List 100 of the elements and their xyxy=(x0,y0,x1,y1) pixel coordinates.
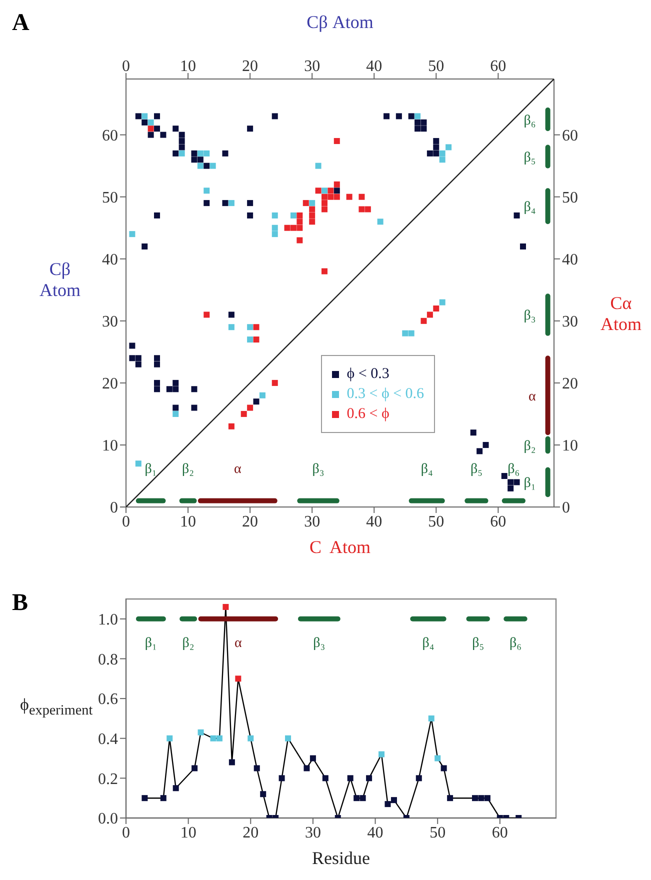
point xyxy=(160,795,166,802)
point xyxy=(321,206,328,212)
point xyxy=(420,318,427,324)
series-label: β₁ xyxy=(524,476,536,492)
point xyxy=(347,775,354,782)
series-label: β₅ xyxy=(472,636,484,651)
y-tick-label: 0.8 xyxy=(98,651,118,668)
point xyxy=(142,795,148,802)
point xyxy=(416,775,422,782)
y-tick-label: 30 xyxy=(102,314,118,331)
point xyxy=(285,735,292,742)
x2-tick-label: 60 xyxy=(490,513,506,530)
x-tick-label: 30 xyxy=(304,824,321,842)
point xyxy=(402,330,408,336)
x-tick-label: 40 xyxy=(367,824,384,842)
point xyxy=(296,212,303,218)
point xyxy=(148,126,154,132)
point xyxy=(428,715,434,722)
point xyxy=(290,212,296,218)
y-tick-label: 0 xyxy=(110,500,118,517)
point xyxy=(310,755,316,762)
point xyxy=(346,194,352,200)
point xyxy=(172,410,179,417)
point xyxy=(228,200,234,206)
point xyxy=(248,735,254,742)
series-label: β₄ xyxy=(420,462,433,477)
x-tick-label: 20 xyxy=(242,58,258,75)
x-tick-label: 10 xyxy=(180,58,196,75)
point xyxy=(315,162,322,169)
point xyxy=(484,795,490,802)
x-axis-title: Residue xyxy=(311,848,371,869)
point xyxy=(322,775,328,782)
point xyxy=(384,801,391,808)
point xyxy=(259,392,266,398)
point xyxy=(315,188,322,194)
legend-label: ϕ < 0.3 xyxy=(346,366,390,383)
series-label: β₆ xyxy=(508,462,520,477)
legend-label: 0.6 < ϕ xyxy=(346,406,390,423)
point xyxy=(309,218,316,225)
point xyxy=(204,312,210,318)
y-tick-label: 0.6 xyxy=(98,691,118,708)
point xyxy=(408,330,414,336)
series-label: β₂ xyxy=(182,636,194,651)
point xyxy=(309,200,316,206)
point xyxy=(321,188,328,194)
x-tick-label: 40 xyxy=(366,58,382,75)
y-tick-label: 1.0 xyxy=(98,612,118,629)
point xyxy=(321,268,328,274)
x2-axis-title: Cβ Atom xyxy=(306,12,374,33)
point xyxy=(148,119,154,126)
x-tick-label: 60 xyxy=(492,824,508,842)
point xyxy=(235,676,242,682)
point xyxy=(272,212,278,218)
y2-tick-label: 50 xyxy=(562,190,578,207)
point xyxy=(198,729,204,736)
point xyxy=(253,336,260,343)
point xyxy=(172,785,179,792)
point xyxy=(414,113,421,120)
series-label: β₁ xyxy=(144,462,157,477)
point xyxy=(278,775,285,782)
point xyxy=(192,765,198,772)
point xyxy=(358,194,365,200)
x-tick-label: 10 xyxy=(180,824,196,842)
point xyxy=(197,150,204,156)
series-label: β₆ xyxy=(524,113,536,128)
point xyxy=(390,797,397,804)
series-label: β₂ xyxy=(182,462,194,477)
point xyxy=(302,200,309,206)
x-tick-label: 50 xyxy=(428,58,444,75)
point xyxy=(204,188,210,194)
point xyxy=(166,735,173,742)
point xyxy=(321,194,328,200)
series-label: β₃ xyxy=(524,308,536,324)
point xyxy=(439,150,446,156)
y-tick-label: 0.0 xyxy=(98,810,118,828)
point xyxy=(366,775,372,782)
series-label: β₃ xyxy=(313,636,326,651)
point xyxy=(321,200,328,206)
x-tick-label: 0 xyxy=(122,824,130,842)
x-tick-label: 50 xyxy=(430,824,446,842)
point xyxy=(328,194,334,200)
point xyxy=(309,212,316,218)
point xyxy=(360,795,366,802)
point xyxy=(478,795,484,802)
point xyxy=(240,410,247,417)
series-label: α xyxy=(234,636,242,651)
point xyxy=(228,324,234,330)
y2-tick-label: 20 xyxy=(562,376,578,393)
point xyxy=(433,306,440,312)
point xyxy=(472,795,478,802)
point xyxy=(364,206,371,212)
series-label: α xyxy=(528,389,536,404)
series-label: β₂ xyxy=(524,438,536,454)
point xyxy=(222,604,229,610)
series-label: β₄ xyxy=(422,636,434,651)
point xyxy=(260,791,266,798)
series-label: α xyxy=(234,462,242,477)
point xyxy=(210,735,216,742)
series-label: β₃ xyxy=(312,462,324,477)
y2-tick-label: 40 xyxy=(562,252,578,269)
